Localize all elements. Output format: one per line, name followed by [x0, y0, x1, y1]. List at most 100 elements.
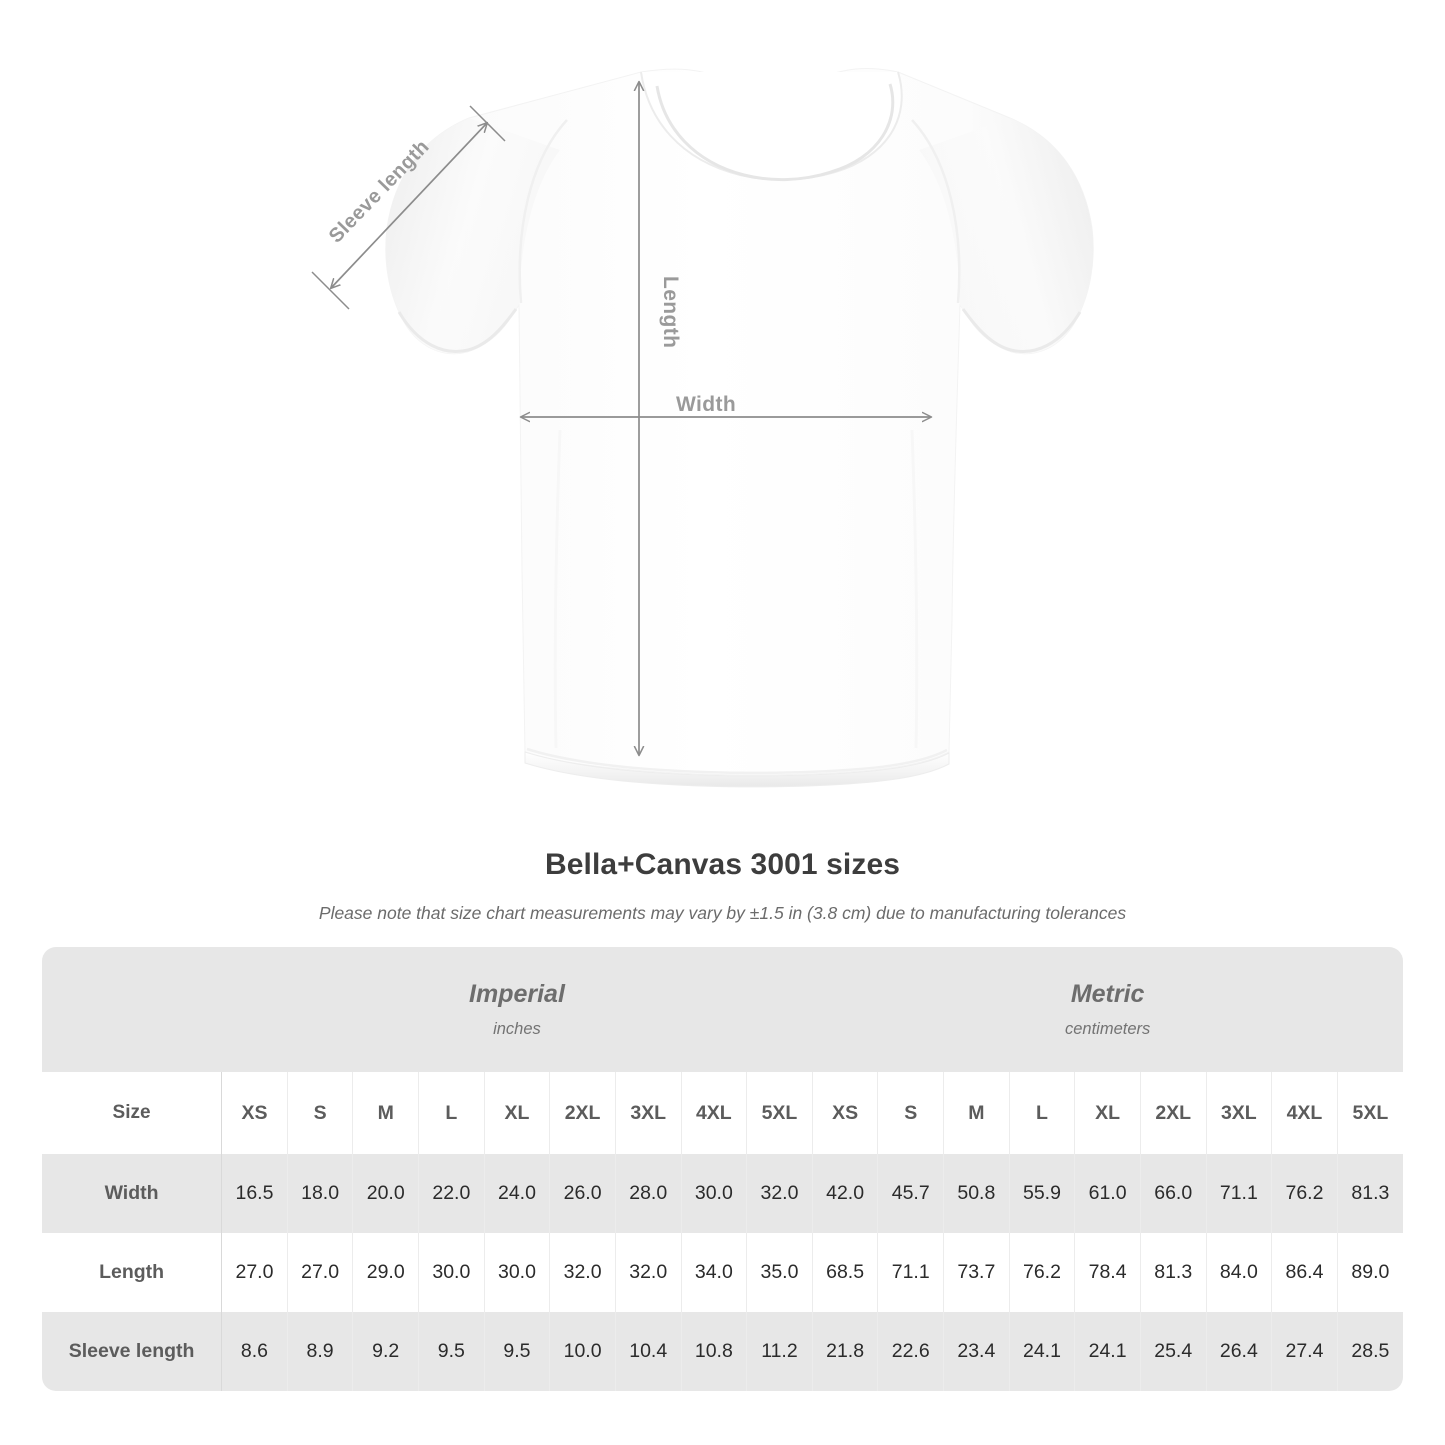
- cell-imperial-width-4xl: 30.0: [681, 1154, 748, 1233]
- cell-metric-length-5xl: 89.0: [1337, 1233, 1403, 1312]
- cell-imperial-length-m: 29.0: [352, 1233, 420, 1312]
- cell-imperial-sleeve-length-m: 9.2: [352, 1312, 420, 1391]
- width-measure: Width: [521, 393, 931, 417]
- unit-name: Imperial: [469, 980, 565, 1008]
- size-chart-table-container: Imperial inches Metric centimeters Size XS S M L…: [42, 947, 1403, 1391]
- tshirt-left-sleeve-hem: [397, 308, 518, 353]
- cell-imperial-width-xl: 24.0: [484, 1154, 551, 1233]
- cell-imperial-sleeve-length-xs: 8.6: [221, 1312, 288, 1391]
- cell-imperial-width-m: 20.0: [352, 1154, 420, 1233]
- cell-imperial-width-s: 18.0: [287, 1154, 354, 1233]
- unit-header-metric: Metric centimeters: [812, 947, 1403, 1072]
- cell-imperial-width-l: 22.0: [418, 1154, 485, 1233]
- cell-metric-sleeve-length-xl: 24.1: [1074, 1312, 1141, 1391]
- unit-subtitle: inches: [493, 1020, 541, 1038]
- cell-metric-length-2xl: 81.3: [1140, 1233, 1207, 1312]
- unit-row-spacer: [42, 947, 222, 1072]
- cell-imperial-length-4xl: 34.0: [681, 1233, 748, 1312]
- cell-imperial-width-3xl: 28.0: [615, 1154, 682, 1233]
- cell-metric-sleeve-length-xs: 21.8: [811, 1312, 879, 1391]
- cell-imperial-sleeve-length-4xl: 10.8: [681, 1312, 748, 1391]
- cell-metric-length-s: 71.1: [877, 1233, 945, 1312]
- size-header-row: Size XS S M L XL 2XL 3XL 4XL 5XL XS S M L XL 2XL 3XL 4XL 5…: [42, 1072, 1403, 1154]
- tolerance-note: Please note that size chart measurements…: [318, 903, 1127, 923]
- cell-imperial-length-xl: 30.0: [484, 1233, 551, 1312]
- cell-metric-length-m: 73.7: [943, 1233, 1010, 1312]
- tshirt-left-shoulder-seam: [518, 119, 568, 304]
- size-header-metric-m: M: [943, 1072, 1010, 1154]
- fabric-fold-right: [910, 429, 919, 749]
- tshirt-right-shoulder-seam: [911, 119, 961, 304]
- cell-metric-length-4xl: 86.4: [1271, 1233, 1338, 1312]
- tshirt-hem-stitch: [526, 747, 948, 775]
- tshirt-right-sleeve-hem: [961, 308, 1082, 353]
- cell-imperial-length-5xl: 35.0: [746, 1233, 813, 1312]
- cell-imperial-length-3xl: 32.0: [615, 1233, 682, 1312]
- size-header-metric-3xl: 3XL: [1206, 1072, 1273, 1154]
- cell-imperial-length-xs: 27.0: [221, 1233, 288, 1312]
- row-label-width: Width: [42, 1154, 223, 1233]
- sleeve-length-tick-start: [311, 271, 350, 310]
- sleeve-length-tick-end: [469, 105, 506, 142]
- cell-imperial-sleeve-length-l: 9.5: [418, 1312, 485, 1391]
- size-header-imperial-3xl: 3XL: [615, 1072, 682, 1154]
- cell-imperial-length-2xl: 32.0: [549, 1233, 616, 1312]
- cell-metric-width-s: 45.7: [877, 1154, 945, 1233]
- cell-imperial-sleeve-length-xl: 9.5: [484, 1312, 551, 1391]
- cell-metric-width-m: 50.8: [943, 1154, 1010, 1233]
- cell-metric-length-l: 76.2: [1009, 1233, 1076, 1312]
- size-chart-table: Imperial inches Metric centimeters Size XS S M L…: [42, 947, 1403, 1391]
- cell-metric-width-4xl: 76.2: [1271, 1154, 1338, 1233]
- cell-metric-sleeve-length-2xl: 25.4: [1140, 1312, 1207, 1391]
- size-header-imperial-2xl: 2XL: [549, 1072, 616, 1154]
- unit-subtitle: centimeters: [1064, 1020, 1151, 1038]
- tshirt-illustration: [385, 67, 1094, 788]
- cell-imperial-sleeve-length-3xl: 10.4: [615, 1312, 682, 1391]
- cell-imperial-width-5xl: 32.0: [746, 1154, 813, 1233]
- cell-metric-width-xl: 61.0: [1074, 1154, 1141, 1233]
- size-header-metric-xl: XL: [1074, 1072, 1141, 1154]
- cell-metric-width-2xl: 66.0: [1140, 1154, 1207, 1233]
- table-row: Sleeve length 8.6 8.9 9.2 9.5 9.5 10.0 10.4 10.8…: [42, 1312, 1403, 1391]
- size-header-imperial-5xl: 5XL: [746, 1072, 813, 1154]
- length-label: Length: [659, 276, 682, 348]
- size-header-imperial-m: M: [352, 1072, 420, 1154]
- cell-imperial-width-xs: 16.5: [221, 1154, 288, 1233]
- fabric-fold-left: [553, 429, 562, 749]
- cell-imperial-sleeve-length-5xl: 11.2: [746, 1312, 813, 1391]
- size-header-imperial-4xl: 4XL: [681, 1072, 748, 1154]
- table-row: Length 27.0 27.0 29.0 30.0 30.0 32.0 32.0 34.0 35…: [42, 1233, 1403, 1312]
- unit-header-imperial: Imperial inches: [221, 947, 813, 1072]
- cell-metric-width-5xl: 81.3: [1337, 1154, 1403, 1233]
- cell-imperial-length-s: 27.0: [287, 1233, 354, 1312]
- size-header-imperial-l: L: [418, 1072, 485, 1154]
- size-header-imperial-s: S: [287, 1072, 354, 1154]
- cell-metric-length-xs: 68.5: [811, 1233, 879, 1312]
- table-row: Width 16.5 18.0 20.0 22.0 24.0 26.0 28.0 30.0 32.…: [42, 1154, 1403, 1233]
- tshirt-measurement-diagram: Sleeve length Length Width: [311, 67, 1094, 788]
- unit-name: Metric: [1070, 980, 1145, 1008]
- cell-imperial-sleeve-length-2xl: 10.0: [549, 1312, 616, 1391]
- cell-metric-sleeve-length-4xl: 27.4: [1271, 1312, 1338, 1391]
- cell-metric-sleeve-length-l: 24.1: [1009, 1312, 1076, 1391]
- cell-metric-sleeve-length-s: 22.6: [877, 1312, 945, 1391]
- cell-imperial-width-2xl: 26.0: [549, 1154, 616, 1233]
- size-header-metric-l: L: [1009, 1072, 1076, 1154]
- cell-imperial-length-l: 30.0: [418, 1233, 485, 1312]
- size-header-metric-xs: XS: [811, 1072, 879, 1154]
- page-title: Bella+Canvas 3001 sizes: [544, 848, 901, 881]
- size-header-metric-5xl: 5XL: [1337, 1072, 1403, 1154]
- cell-metric-width-xs: 42.0: [811, 1154, 879, 1233]
- unit-header-row: Imperial inches Metric centimeters: [42, 947, 1403, 1072]
- cell-imperial-sleeve-length-s: 8.9: [287, 1312, 354, 1391]
- size-chart-heading: Bella+Canvas 3001 sizes Please note that…: [0, 845, 1445, 925]
- cell-metric-width-l: 55.9: [1009, 1154, 1076, 1233]
- cell-metric-length-3xl: 84.0: [1206, 1233, 1273, 1312]
- size-header-metric-s: S: [877, 1072, 945, 1154]
- tshirt-collar-inner: [655, 83, 895, 182]
- tshirt-bottom-hem: [524, 751, 950, 788]
- sleeve-length-arrow: [331, 123, 487, 288]
- width-label: Width: [676, 393, 736, 416]
- cell-metric-sleeve-length-5xl: 28.5: [1337, 1312, 1403, 1391]
- tshirt-right-sleeve: [919, 118, 1094, 354]
